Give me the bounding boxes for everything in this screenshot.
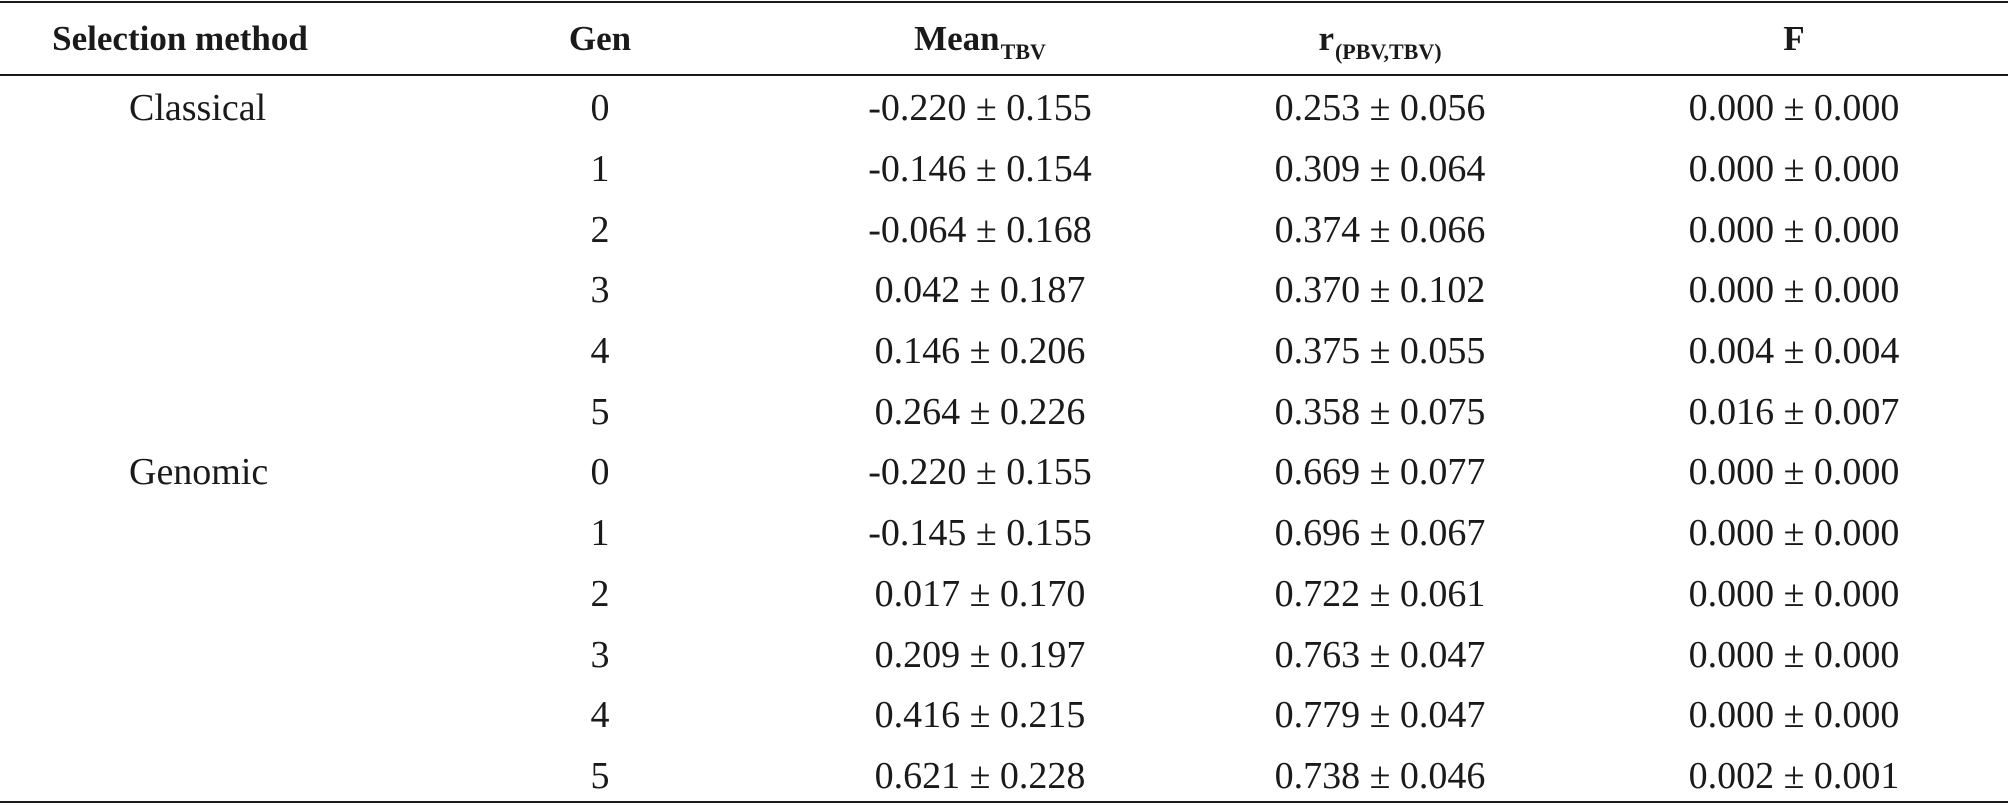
cell-f: 0.002 ± 0.001: [1688, 754, 1900, 797]
cell-f: 0.000 ± 0.000: [1688, 633, 1900, 676]
cell-mean-tbv: -0.145 ± 0.155: [868, 512, 1092, 555]
cell-r-pbv-tbv: 0.722 ± 0.061: [1274, 572, 1486, 615]
cell-method: [0, 624, 420, 685]
cell-f: 0.000 ± 0.000: [1688, 269, 1900, 312]
cell-gen: 0: [590, 87, 610, 130]
cell-f: 0.000 ± 0.000: [1688, 148, 1900, 191]
cell-f: 0.000 ± 0.000: [1688, 512, 1900, 555]
cell-gen: 4: [590, 330, 610, 373]
cell-f: 0.000 ± 0.000: [1688, 208, 1900, 251]
header-r-main: r: [1318, 18, 1334, 58]
header-selection-method: Selection method: [52, 18, 308, 58]
cell-method: [0, 139, 420, 200]
cell-method: [0, 321, 420, 382]
table-row: 5 0.264 ± 0.226 0.358 ± 0.075 0.016 ± 0.…: [0, 381, 2008, 442]
cell-method: [0, 199, 420, 260]
cell-r-pbv-tbv: 0.370 ± 0.102: [1274, 269, 1486, 312]
table-row: 1 -0.146 ± 0.154 0.309 ± 0.064 0.000 ± 0…: [0, 139, 2008, 200]
cell-gen: 3: [590, 633, 610, 676]
cell-mean-tbv: 0.017 ± 0.170: [874, 572, 1086, 615]
cell-method: [0, 685, 420, 746]
cell-mean-tbv: 0.416 ± 0.215: [874, 694, 1086, 737]
cell-r-pbv-tbv: 0.358 ± 0.075: [1274, 390, 1486, 433]
cell-gen: 2: [590, 208, 610, 251]
cell-f: 0.016 ± 0.007: [1688, 390, 1900, 433]
cell-mean-tbv: -0.220 ± 0.155: [868, 451, 1092, 494]
cell-f: 0.000 ± 0.000: [1688, 451, 1900, 494]
header-rule: [0, 74, 2008, 76]
cell-method: [0, 260, 420, 321]
cell-gen: 0: [590, 451, 610, 494]
table-row: 5 0.621 ± 0.228 0.738 ± 0.046 0.002 ± 0.…: [0, 746, 2008, 806]
cell-f: 0.000 ± 0.000: [1688, 572, 1900, 615]
cell-mean-tbv: 0.042 ± 0.187: [874, 269, 1086, 312]
table-row: Genomic 0 -0.220 ± 0.155 0.669 ± 0.077 0…: [0, 442, 2008, 503]
cell-method: [0, 564, 420, 625]
table-row: 1 -0.145 ± 0.155 0.696 ± 0.067 0.000 ± 0…: [0, 503, 2008, 564]
cell-r-pbv-tbv: 0.696 ± 0.067: [1274, 512, 1486, 555]
cell-method: [0, 503, 420, 564]
cell-r-pbv-tbv: 0.253 ± 0.056: [1274, 87, 1486, 130]
cell-mean-tbv: 0.264 ± 0.226: [874, 390, 1086, 433]
cell-mean-tbv: -0.146 ± 0.154: [868, 148, 1092, 191]
table-row: 3 0.042 ± 0.187 0.370 ± 0.102 0.000 ± 0.…: [0, 260, 2008, 321]
cell-gen: 2: [590, 572, 610, 615]
bottom-rule: [0, 801, 2008, 803]
header-mean-main: Mean: [914, 18, 1000, 58]
cell-gen: 3: [590, 269, 610, 312]
table-row: 2 0.017 ± 0.170 0.722 ± 0.061 0.000 ± 0.…: [0, 564, 2008, 625]
cell-gen: 4: [590, 694, 610, 737]
cell-mean-tbv: 0.621 ± 0.228: [874, 754, 1086, 797]
cell-gen: 1: [590, 148, 610, 191]
cell-r-pbv-tbv: 0.309 ± 0.064: [1274, 148, 1486, 191]
results-table: Selection method Gen MeanTBV r(PBV,TBV) …: [0, 3, 2008, 806]
cell-method: [0, 381, 420, 442]
cell-mean-tbv: 0.146 ± 0.206: [874, 330, 1086, 373]
cell-f: 0.000 ± 0.000: [1688, 87, 1900, 130]
header-row: Selection method Gen MeanTBV r(PBV,TBV) …: [0, 3, 2008, 74]
cell-r-pbv-tbv: 0.669 ± 0.077: [1274, 451, 1486, 494]
table-body: Classical 0 -0.220 ± 0.155 0.253 ± 0.056…: [0, 74, 2008, 806]
header-f: F: [1783, 18, 1805, 58]
cell-gen: 5: [590, 754, 610, 797]
cell-r-pbv-tbv: 0.779 ± 0.047: [1274, 694, 1486, 737]
header-gen: Gen: [568, 18, 632, 58]
cell-mean-tbv: -0.220 ± 0.155: [868, 87, 1092, 130]
cell-gen: 5: [590, 390, 610, 433]
cell-mean-tbv: 0.209 ± 0.197: [874, 633, 1086, 676]
cell-gen: 1: [590, 512, 610, 555]
cell-r-pbv-tbv: 0.763 ± 0.047: [1274, 633, 1486, 676]
table-row: 4 0.146 ± 0.206 0.375 ± 0.055 0.004 ± 0.…: [0, 321, 2008, 382]
cell-method: [0, 746, 420, 806]
table-row: 4 0.416 ± 0.215 0.779 ± 0.047 0.000 ± 0.…: [0, 685, 2008, 746]
header-r-pbv-tbv: r(PBV,TBV): [1180, 3, 1580, 74]
header-mean-tbv: MeanTBV: [780, 3, 1180, 74]
cell-r-pbv-tbv: 0.374 ± 0.066: [1274, 208, 1486, 251]
table-row: 3 0.209 ± 0.197 0.763 ± 0.047 0.000 ± 0.…: [0, 624, 2008, 685]
cell-mean-tbv: -0.064 ± 0.168: [868, 208, 1092, 251]
header-mean-subscript: TBV: [1000, 38, 1046, 64]
header-r-subscript: (PBV,TBV): [1334, 38, 1442, 64]
table-row: Classical 0 -0.220 ± 0.155 0.253 ± 0.056…: [0, 74, 2008, 139]
cell-r-pbv-tbv: 0.375 ± 0.055: [1274, 330, 1486, 373]
cell-method: Genomic: [129, 451, 269, 494]
cell-f: 0.000 ± 0.000: [1688, 694, 1900, 737]
table-row: 2 -0.064 ± 0.168 0.374 ± 0.066 0.000 ± 0…: [0, 199, 2008, 260]
top-rule: [0, 1, 2008, 3]
cell-f: 0.004 ± 0.004: [1688, 330, 1900, 373]
cell-r-pbv-tbv: 0.738 ± 0.046: [1274, 754, 1486, 797]
cell-method: Classical: [129, 87, 267, 130]
